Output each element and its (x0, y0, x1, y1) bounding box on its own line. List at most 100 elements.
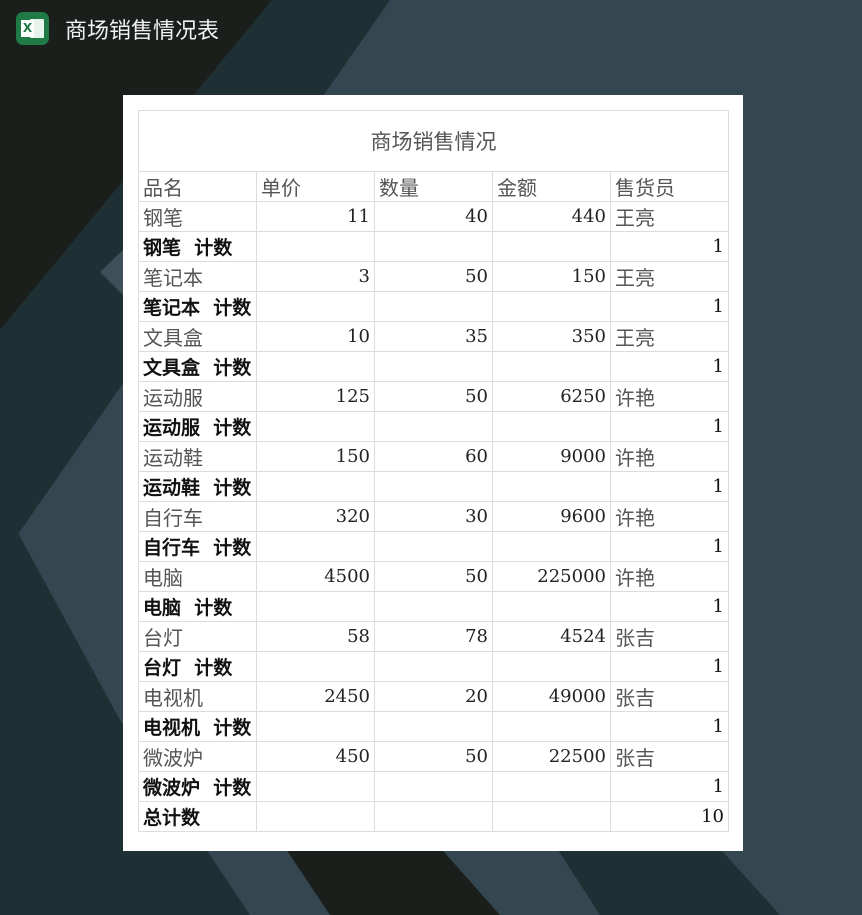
table-cell[interactable] (374, 471, 493, 502)
subtotal-count[interactable]: 1 (610, 291, 729, 322)
table-cell[interactable] (492, 531, 611, 562)
subtotal-label[interactable]: 钢笔 计数 (138, 231, 257, 262)
table-cell[interactable] (492, 351, 611, 382)
subtotal-label[interactable]: 电脑 计数 (138, 591, 257, 622)
table-cell[interactable]: 10 (256, 321, 375, 352)
table-cell[interactable] (492, 471, 611, 502)
table-cell[interactable]: 笔记本 (138, 261, 257, 292)
table-cell[interactable] (256, 801, 375, 832)
subtotal-count[interactable]: 1 (610, 591, 729, 622)
table-cell[interactable]: 运动服 (138, 381, 257, 412)
subtotal-label[interactable]: 电视机 计数 (138, 711, 257, 742)
table-cell[interactable]: 电视机 (138, 681, 257, 712)
table-cell[interactable]: 50 (374, 261, 493, 292)
table-cell[interactable]: 22500 (492, 741, 611, 772)
subtotal-count[interactable]: 10 (610, 801, 729, 832)
table-cell[interactable]: 50 (374, 381, 493, 412)
table-cell[interactable]: 78 (374, 621, 493, 652)
sheet-title[interactable]: 商场销售情况 (138, 110, 729, 172)
subtotal-count[interactable]: 1 (610, 771, 729, 802)
table-cell[interactable]: 王亮 (610, 261, 729, 292)
table-cell[interactable]: 40 (374, 201, 493, 232)
table-cell[interactable]: 3 (256, 261, 375, 292)
table-cell[interactable] (374, 411, 493, 442)
subtotal-count[interactable]: 1 (610, 711, 729, 742)
table-cell[interactable]: 225000 (492, 561, 611, 592)
subtotal-count[interactable]: 1 (610, 651, 729, 682)
table-cell[interactable]: 4500 (256, 561, 375, 592)
table-cell[interactable]: 台灯 (138, 621, 257, 652)
subtotal-label[interactable]: 文具盒 计数 (138, 351, 257, 382)
table-cell[interactable] (374, 291, 493, 322)
subtotal-label[interactable]: 笔记本 计数 (138, 291, 257, 322)
table-cell[interactable]: 9600 (492, 501, 611, 532)
subtotal-count[interactable]: 1 (610, 471, 729, 502)
table-cell[interactable]: 电脑 (138, 561, 257, 592)
table-cell[interactable] (374, 711, 493, 742)
table-cell[interactable]: 50 (374, 561, 493, 592)
table-cell[interactable] (256, 651, 375, 682)
table-cell[interactable] (374, 771, 493, 802)
table-cell[interactable]: 文具盒 (138, 321, 257, 352)
table-cell[interactable]: 许艳 (610, 561, 729, 592)
table-cell[interactable]: 张吉 (610, 621, 729, 652)
table-cell[interactable]: 运动鞋 (138, 441, 257, 472)
table-cell[interactable] (256, 291, 375, 322)
table-cell[interactable]: 440 (492, 201, 611, 232)
column-header[interactable]: 单价 (256, 171, 375, 202)
table-cell[interactable]: 6250 (492, 381, 611, 412)
table-cell[interactable]: 许艳 (610, 501, 729, 532)
table-cell[interactable] (256, 231, 375, 262)
table-cell[interactable]: 许艳 (610, 441, 729, 472)
subtotal-label[interactable]: 运动鞋 计数 (138, 471, 257, 502)
table-cell[interactable]: 20 (374, 681, 493, 712)
table-cell[interactable]: 2450 (256, 681, 375, 712)
table-cell[interactable]: 王亮 (610, 201, 729, 232)
table-cell[interactable]: 30 (374, 501, 493, 532)
subtotal-label[interactable]: 运动服 计数 (138, 411, 257, 442)
table-cell[interactable] (492, 771, 611, 802)
table-cell[interactable] (374, 231, 493, 262)
table-cell[interactable]: 张吉 (610, 681, 729, 712)
table-cell[interactable] (256, 771, 375, 802)
table-cell[interactable]: 58 (256, 621, 375, 652)
table-cell[interactable] (374, 651, 493, 682)
table-cell[interactable] (256, 411, 375, 442)
table-cell[interactable] (256, 711, 375, 742)
subtotal-count[interactable]: 1 (610, 411, 729, 442)
table-cell[interactable]: 35 (374, 321, 493, 352)
column-header[interactable]: 金额 (492, 171, 611, 202)
table-cell[interactable] (492, 711, 611, 742)
table-cell[interactable] (492, 651, 611, 682)
table-cell[interactable] (492, 801, 611, 832)
table-cell[interactable] (492, 291, 611, 322)
subtotal-label[interactable]: 台灯 计数 (138, 651, 257, 682)
table-cell[interactable] (492, 231, 611, 262)
table-cell[interactable] (374, 801, 493, 832)
table-cell[interactable]: 4524 (492, 621, 611, 652)
table-cell[interactable]: 50 (374, 741, 493, 772)
table-cell[interactable]: 49000 (492, 681, 611, 712)
subtotal-label[interactable]: 自行车 计数 (138, 531, 257, 562)
table-cell[interactable]: 320 (256, 501, 375, 532)
subtotal-count[interactable]: 1 (610, 231, 729, 262)
table-cell[interactable]: 9000 (492, 441, 611, 472)
table-cell[interactable] (256, 531, 375, 562)
table-cell[interactable]: 150 (492, 261, 611, 292)
table-cell[interactable] (256, 471, 375, 502)
subtotal-count[interactable]: 1 (610, 351, 729, 382)
table-cell[interactable] (256, 351, 375, 382)
column-header[interactable]: 数量 (374, 171, 493, 202)
subtotal-label[interactable]: 总计数 (138, 801, 257, 832)
table-cell[interactable]: 王亮 (610, 321, 729, 352)
table-cell[interactable]: 自行车 (138, 501, 257, 532)
table-cell[interactable] (374, 351, 493, 382)
subtotal-label[interactable]: 微波炉 计数 (138, 771, 257, 802)
table-cell[interactable]: 350 (492, 321, 611, 352)
table-cell[interactable]: 微波炉 (138, 741, 257, 772)
table-cell[interactable]: 张吉 (610, 741, 729, 772)
column-header[interactable]: 品名 (138, 171, 257, 202)
table-cell[interactable]: 125 (256, 381, 375, 412)
table-cell[interactable] (374, 591, 493, 622)
table-cell[interactable]: 许艳 (610, 381, 729, 412)
